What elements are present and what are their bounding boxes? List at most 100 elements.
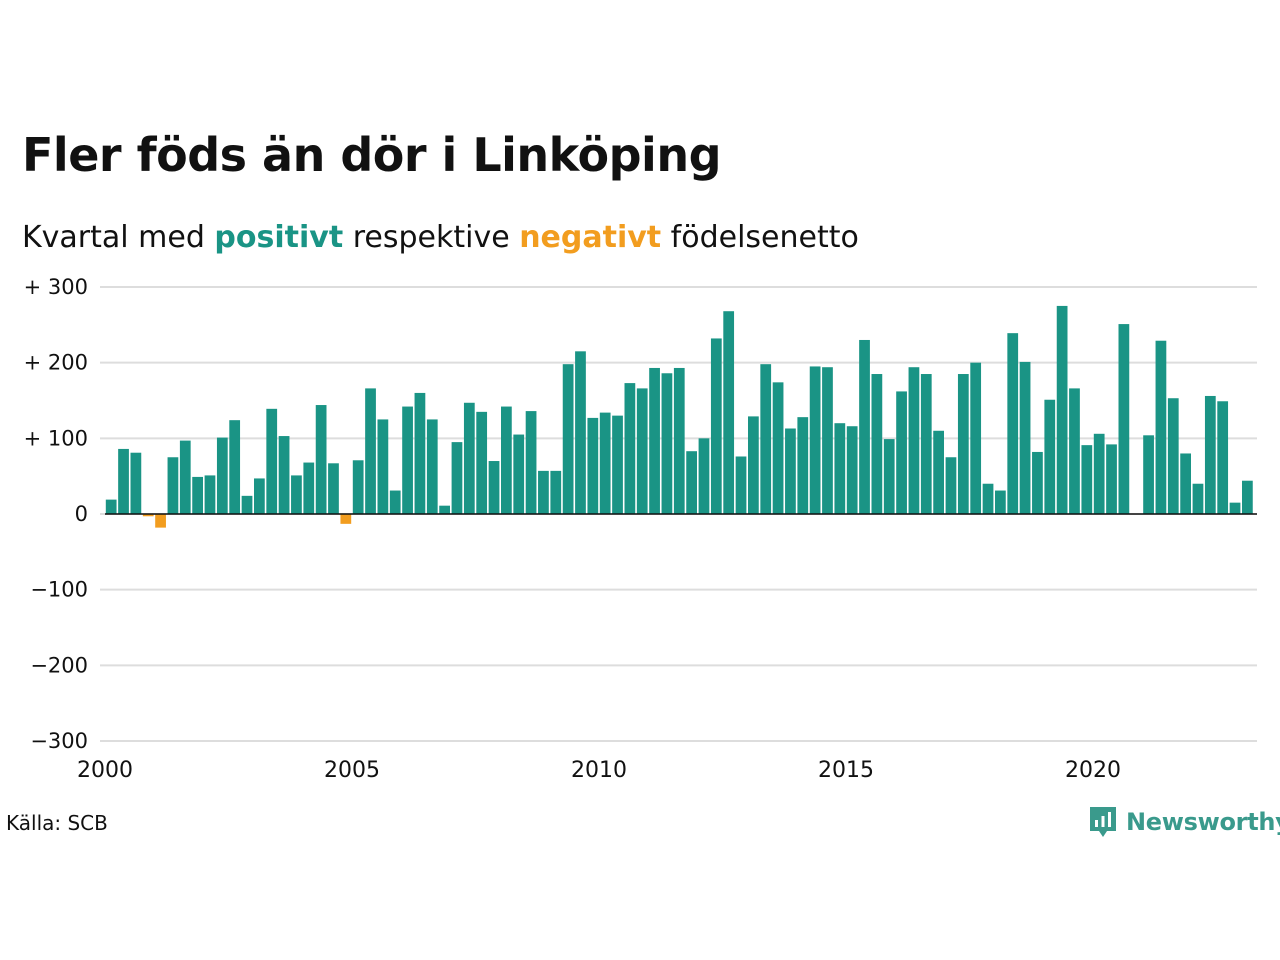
- bar: [377, 419, 389, 514]
- bar: [673, 367, 685, 514]
- bar: [303, 462, 315, 514]
- bar: [1143, 435, 1154, 514]
- bar: [945, 457, 957, 514]
- bar: [1229, 502, 1241, 514]
- bar: [142, 514, 154, 517]
- bar: [216, 437, 228, 514]
- bar: [501, 406, 512, 514]
- bar: [192, 476, 203, 514]
- y-tick-label: 0: [75, 502, 88, 526]
- bar: [1155, 340, 1167, 514]
- x-axis-labels: 2000 2005 2010 2015 2020: [77, 758, 1121, 783]
- subtitle-suffix: födelsenetto: [661, 220, 859, 255]
- bar: [908, 367, 920, 514]
- bar-chart: + 300 + 200 + 100 0 −100 −200 −300 2000 2005 201…: [24, 275, 1257, 783]
- bar: [365, 388, 376, 514]
- bar: [538, 470, 549, 514]
- bar: [476, 411, 488, 514]
- x-tick-label: 2000: [77, 758, 133, 783]
- bar: [1032, 451, 1043, 514]
- bar: [1180, 453, 1191, 514]
- bar: [871, 374, 883, 514]
- bar: [822, 367, 833, 514]
- bar: [130, 452, 142, 514]
- bar: [241, 495, 253, 514]
- subtitle-positive: positivt: [214, 220, 344, 255]
- bar-chart-bubble-icon: [1090, 807, 1116, 837]
- bar: [920, 374, 932, 514]
- bar: [933, 430, 944, 514]
- bar: [970, 362, 982, 514]
- bar: [698, 438, 710, 514]
- bar: [179, 440, 191, 514]
- bar: [204, 475, 216, 514]
- bar: [797, 417, 809, 514]
- source-note: Källa: SCB: [6, 811, 108, 835]
- bar: [1081, 445, 1093, 514]
- bar: [266, 408, 278, 514]
- bar: [1204, 395, 1216, 514]
- bar: [896, 391, 907, 514]
- bar: [883, 439, 895, 514]
- bar: [1069, 388, 1080, 514]
- bar: [710, 338, 722, 514]
- bar: [426, 419, 438, 514]
- bar: [1106, 444, 1117, 514]
- logo-text: Newsworthy: [1126, 808, 1280, 836]
- y-tick-label: + 300: [24, 275, 88, 299]
- bar: [982, 483, 994, 514]
- bar: [1019, 361, 1031, 514]
- bar: [439, 505, 450, 514]
- bar: [1217, 401, 1229, 514]
- bar: [389, 490, 401, 514]
- bar: [1118, 324, 1130, 514]
- y-tick-label: + 200: [24, 351, 88, 375]
- bar: [735, 456, 747, 514]
- bar: [686, 451, 697, 514]
- bar: [488, 461, 500, 514]
- subtitle-negative: negativt: [519, 220, 662, 255]
- subtitle-prefix: Kvartal med: [22, 220, 215, 255]
- bar: [513, 434, 525, 514]
- y-tick-label: −200: [30, 653, 88, 677]
- bar: [1044, 399, 1056, 514]
- bar: [315, 405, 327, 514]
- bar: [155, 514, 166, 528]
- bar: [809, 366, 821, 514]
- bar: [723, 311, 735, 514]
- bar: [414, 392, 426, 514]
- x-tick-label: 2005: [324, 758, 380, 783]
- bar: [463, 402, 475, 514]
- bar: [1093, 433, 1105, 514]
- bar: [352, 460, 364, 514]
- bar: [661, 373, 673, 514]
- bar: [1167, 398, 1179, 514]
- bar: [846, 426, 858, 514]
- bars: [105, 305, 1253, 528]
- bar: [649, 367, 660, 514]
- bar: [525, 411, 537, 514]
- x-tick-label: 2015: [818, 758, 874, 783]
- bar: [624, 383, 636, 514]
- y-tick-label: −300: [30, 729, 88, 753]
- bar: [785, 428, 796, 514]
- bar: [278, 436, 290, 514]
- y-tick-label: + 100: [24, 426, 88, 450]
- bar: [229, 420, 241, 514]
- bar: [340, 514, 352, 524]
- bar: [105, 499, 117, 514]
- bar: [291, 475, 302, 514]
- bar: [772, 382, 784, 514]
- subtitle-middle: respektive: [343, 220, 520, 255]
- bar: [1007, 333, 1019, 514]
- bar: [118, 448, 129, 514]
- x-tick-label: 2020: [1065, 758, 1121, 783]
- bar: [575, 351, 586, 514]
- bar: [760, 364, 772, 514]
- bar: [328, 463, 339, 514]
- bar: [402, 406, 413, 514]
- y-axis-labels: + 300 + 200 + 100 0 −100 −200 −300: [24, 275, 88, 753]
- x-tick-label: 2010: [571, 758, 627, 783]
- bar: [599, 412, 611, 514]
- bar: [834, 423, 846, 514]
